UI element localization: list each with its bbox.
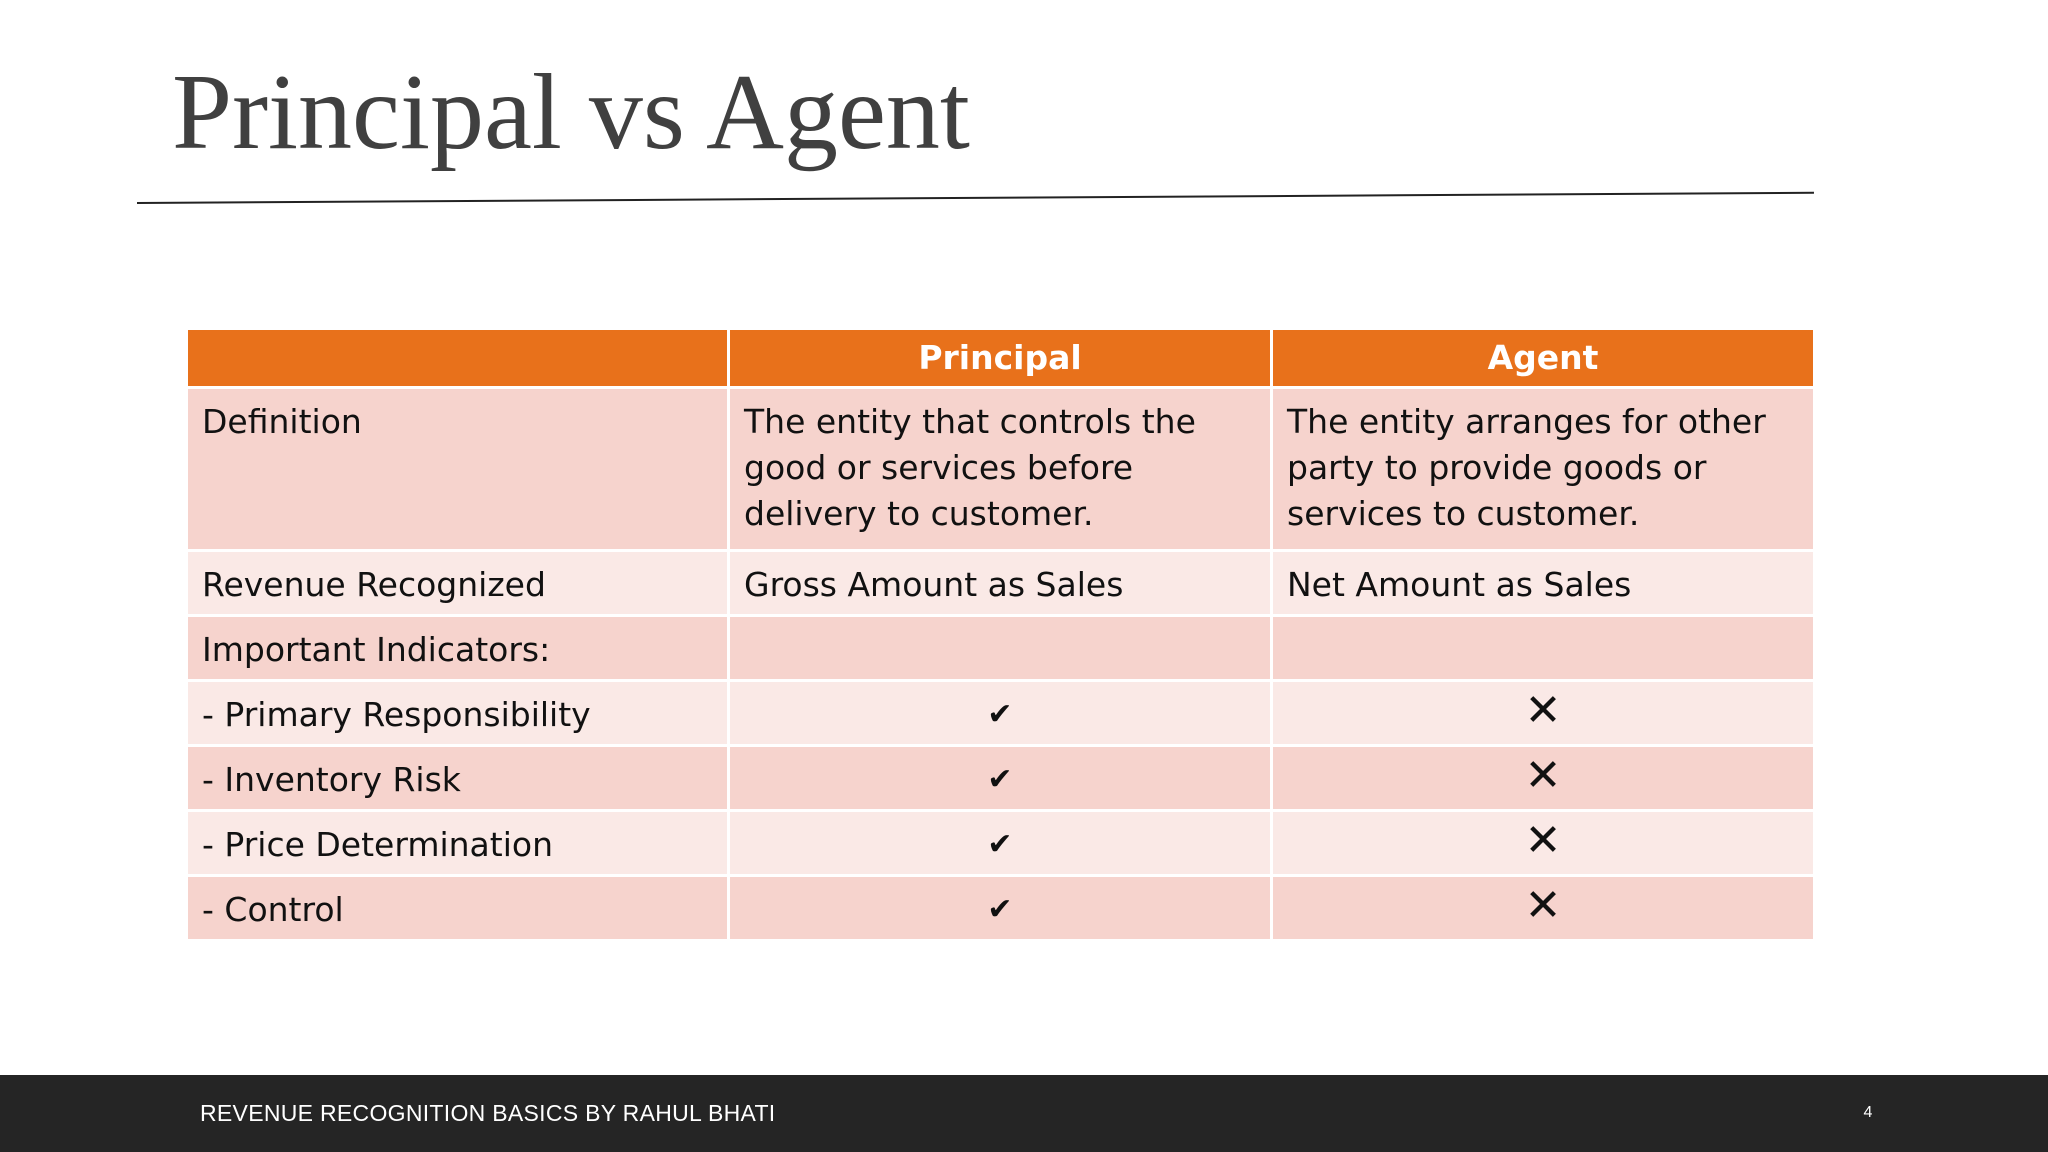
page-number: 4 bbox=[1863, 1104, 1873, 1121]
agent-cell: ✕ bbox=[1270, 809, 1816, 877]
table-row-control: - Control ✔ ✕ bbox=[185, 874, 1816, 942]
cross-icon: ✕ bbox=[1524, 750, 1562, 801]
principal-cell bbox=[727, 614, 1273, 682]
principal-cell: ✔ bbox=[727, 874, 1273, 942]
comparison-table-container: Principal Agent Definition The entity th… bbox=[185, 327, 1816, 942]
check-icon: ✔ bbox=[987, 762, 1013, 797]
comparison-table: Principal Agent Definition The entity th… bbox=[185, 327, 1816, 942]
table-row-inventory-risk: - Inventory Risk ✔ ✕ bbox=[185, 744, 1816, 812]
row-label: Important Indicators: bbox=[185, 614, 730, 682]
slide-title: Principal vs Agent bbox=[172, 53, 970, 172]
agent-cell bbox=[1270, 614, 1816, 682]
row-label: Revenue Recognized bbox=[185, 549, 730, 617]
cross-icon: ✕ bbox=[1524, 815, 1562, 866]
row-label: - Control bbox=[185, 874, 730, 942]
agent-cell: ✕ bbox=[1270, 679, 1816, 747]
agent-cell: ✕ bbox=[1270, 744, 1816, 812]
table-row-definition: Definition The entity that controls the … bbox=[185, 386, 1816, 552]
row-label: - Primary Responsibility bbox=[185, 679, 730, 747]
check-icon: ✔ bbox=[987, 892, 1013, 927]
table-row-primary-responsibility: - Primary Responsibility ✔ ✕ bbox=[185, 679, 1816, 747]
check-icon: ✔ bbox=[987, 697, 1013, 732]
footer-bar bbox=[0, 1075, 2048, 1152]
principal-cell: ✔ bbox=[727, 809, 1273, 877]
table-row-revenue-recognized: Revenue Recognized Gross Amount as Sales… bbox=[185, 549, 1816, 617]
row-label: - Price Determination bbox=[185, 809, 730, 877]
header-cell-principal: Principal bbox=[727, 327, 1273, 389]
cross-icon: ✕ bbox=[1524, 685, 1562, 736]
table-header-row: Principal Agent bbox=[185, 327, 1816, 389]
cross-icon: ✕ bbox=[1524, 880, 1562, 931]
check-icon: ✔ bbox=[987, 827, 1013, 862]
row-label: Definition bbox=[185, 386, 730, 552]
header-cell-empty bbox=[185, 327, 730, 389]
principal-cell: The entity that controls the good or ser… bbox=[727, 386, 1273, 552]
principal-cell: Gross Amount as Sales bbox=[727, 549, 1273, 617]
table-row-important-indicators: Important Indicators: bbox=[185, 614, 1816, 682]
row-label: - Inventory Risk bbox=[185, 744, 730, 812]
agent-cell: The entity arranges for other party to p… bbox=[1270, 386, 1816, 552]
footer-text: REVENUE RECOGNITION BASICS BY RAHUL BHAT… bbox=[200, 1100, 776, 1126]
header-cell-agent: Agent bbox=[1270, 327, 1816, 389]
table-row-price-determination: - Price Determination ✔ ✕ bbox=[185, 809, 1816, 877]
agent-cell: ✕ bbox=[1270, 874, 1816, 942]
principal-cell: ✔ bbox=[727, 744, 1273, 812]
title-divider bbox=[136, 191, 1814, 204]
agent-cell: Net Amount as Sales bbox=[1270, 549, 1816, 617]
principal-cell: ✔ bbox=[727, 679, 1273, 747]
